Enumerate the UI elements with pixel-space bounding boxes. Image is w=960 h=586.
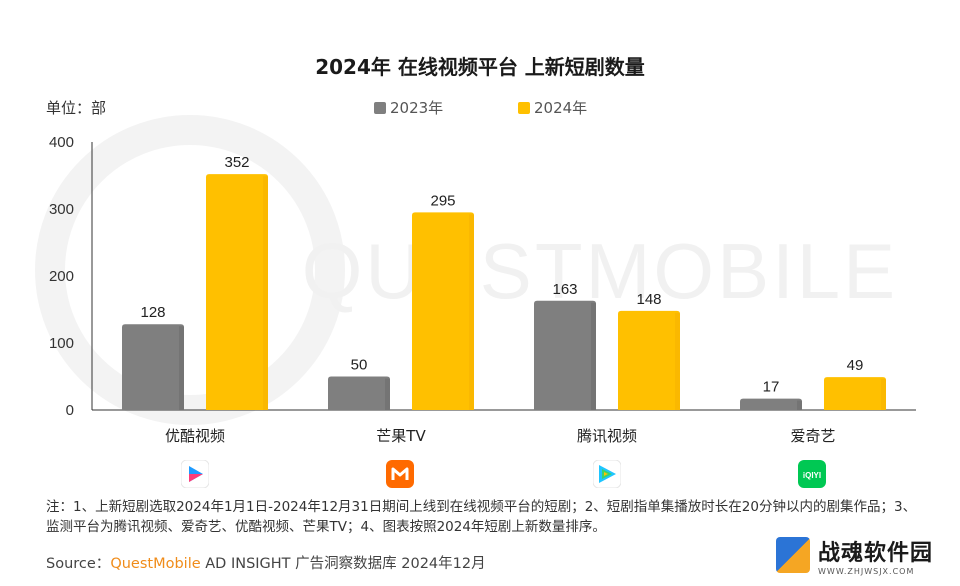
legend-item-2023: 2023年: [374, 97, 443, 118]
watermark-url: WWW.ZHJWSJX.COM: [818, 566, 915, 576]
bar-shade: [469, 214, 474, 410]
bar-shade: [797, 400, 802, 410]
source-line: Source：QuestMobile AD INSIGHT 广告洞察数据库 20…: [46, 552, 486, 573]
bar-2023: [328, 376, 390, 410]
data-label: 17: [763, 379, 780, 396]
source-rest: AD INSIGHT 广告洞察数据库 2024年12月: [200, 556, 486, 572]
mango-tv-icon: [386, 460, 414, 488]
bar-shade: [385, 378, 390, 410]
unit-label: 单位：部: [46, 99, 107, 117]
x-category-label: 优酷视频: [165, 427, 225, 445]
bar-2023: [122, 324, 184, 410]
watermark-text: QUESTMOBILE: [302, 227, 898, 315]
bar-shade: [675, 312, 680, 410]
y-tick-label: 300: [49, 201, 74, 218]
bar-2024: [206, 174, 268, 410]
y-tick-label: 400: [49, 134, 74, 151]
data-label: 352: [224, 154, 249, 171]
legend-swatch-2023: [374, 101, 386, 114]
bar-shade: [881, 379, 886, 410]
youku-icon: [180, 459, 210, 489]
y-tick-label: 0: [66, 402, 74, 419]
bar-2024: [824, 377, 886, 410]
iqiyi-logo-text: iQIYI: [803, 471, 821, 480]
bar-shade: [263, 176, 268, 410]
data-label: 163: [552, 281, 577, 298]
y-tick-label: 100: [49, 335, 74, 352]
legend-swatch-2024: [518, 101, 530, 114]
footnote: 注：1、上新短剧选取2024年1月1日-2024年12月31日期间上线到在线视频…: [46, 499, 917, 535]
y-tick-label: 200: [49, 268, 74, 285]
bar-2023: [740, 398, 802, 410]
data-label: 295: [430, 192, 455, 209]
bar-2024: [412, 212, 474, 410]
legend-label-2023: 2023年: [390, 99, 444, 117]
legend-label-2024: 2024年: [534, 99, 588, 117]
bar-shade: [179, 326, 184, 410]
x-category-label: 芒果TV: [376, 427, 426, 445]
corner-watermark: 战魂软件园 WWW.ZHJWSJX.COM: [776, 530, 948, 580]
bar-2023: [534, 300, 596, 410]
x-category-label: 爱奇艺: [790, 427, 835, 445]
data-label: 50: [351, 357, 368, 374]
iqiyi-icon: iQIYI: [798, 460, 826, 488]
data-label: 49: [847, 357, 864, 374]
bar-shade: [591, 302, 596, 410]
bar-2024: [618, 310, 680, 410]
source-prefix: Source：: [46, 556, 111, 572]
legend-item-2024: 2024年: [518, 97, 587, 118]
watermark-name: 战魂软件园: [818, 540, 934, 566]
data-label: 128: [140, 304, 165, 321]
x-category-label: 腾讯视频: [577, 427, 637, 445]
chart-title: 2024年 在线视频平台 上新短剧数量: [315, 55, 645, 79]
tencent-video-icon: [592, 459, 622, 489]
data-label: 148: [636, 291, 661, 308]
watermark-logo-icon: [776, 537, 810, 573]
source-brand: QuestMobile: [110, 556, 201, 572]
